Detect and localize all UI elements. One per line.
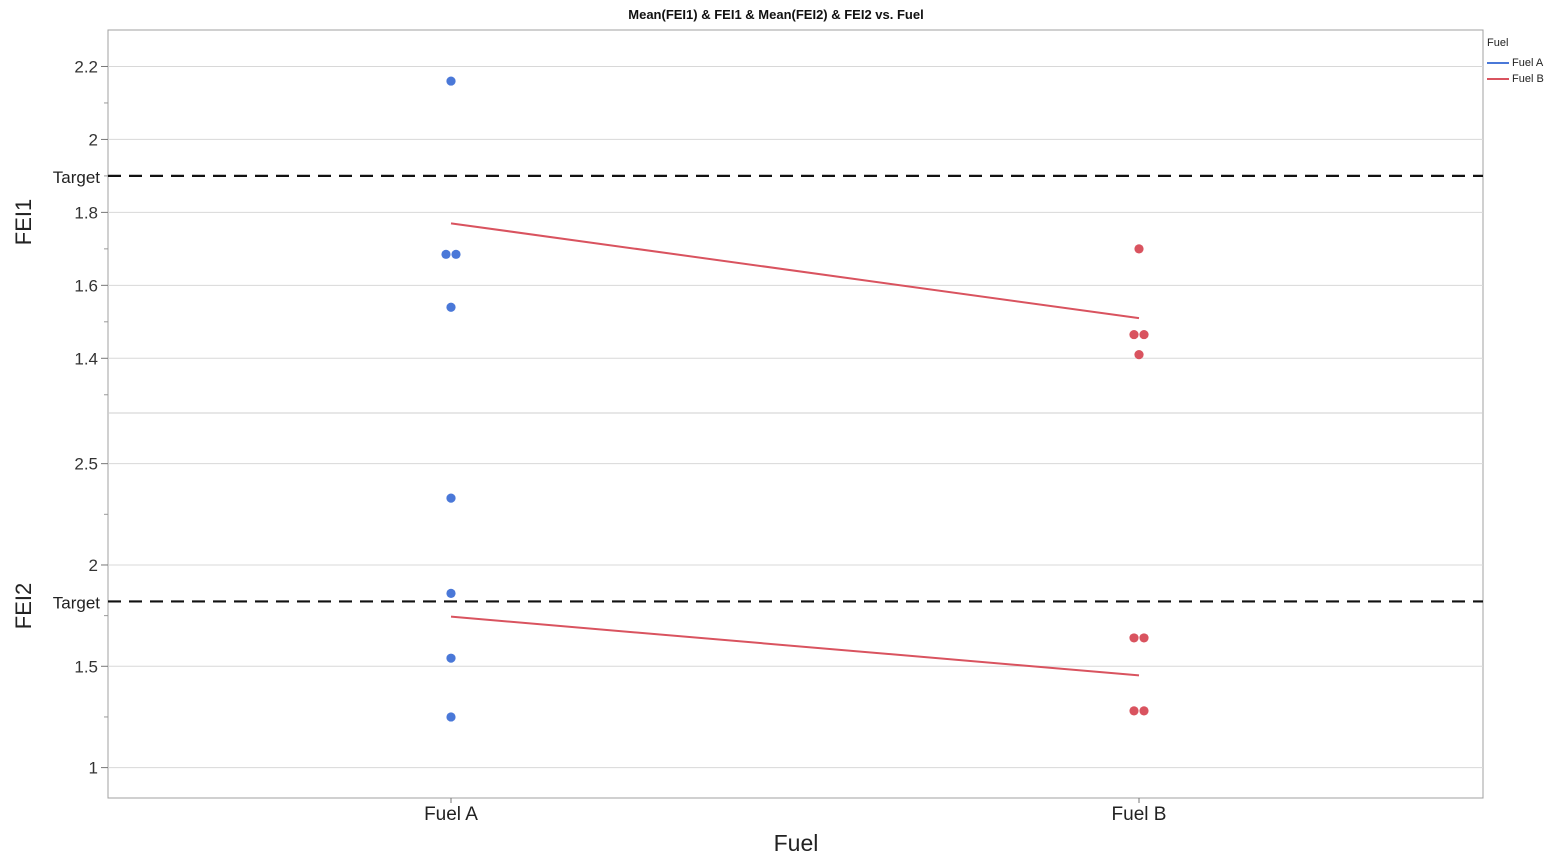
data-point — [446, 493, 456, 503]
grid-lines — [108, 65, 1483, 769]
data-points — [441, 76, 1149, 722]
data-point — [1134, 244, 1144, 254]
legend-item-fuel-a[interactable]: Fuel A — [1487, 55, 1544, 71]
mean-line — [450, 615, 1140, 677]
legend-title: Fuel — [1487, 37, 1509, 49]
y-tick-label: 1.8 — [74, 203, 98, 222]
x-tick-labels: Fuel A Fuel B — [424, 798, 1166, 825]
legend-item-fuel-b[interactable]: Fuel B — [1487, 71, 1544, 87]
legend-swatch — [1487, 62, 1509, 64]
x-tick-label: Fuel B — [1112, 804, 1167, 825]
data-point — [446, 653, 456, 663]
y-tick-label: 2 — [89, 556, 98, 575]
y-tick-label: 2 — [89, 130, 98, 149]
data-point — [446, 712, 456, 722]
mean-line — [450, 222, 1140, 320]
y-tick-labels: 1.4 1.6 1.8 2 2.2 1 1.5 2 2.5 — [74, 57, 108, 778]
plot-frame — [107, 29, 1484, 799]
data-point — [446, 302, 456, 312]
target-label: Target — [53, 168, 101, 187]
y-axis-label: FEI1 — [11, 199, 36, 245]
data-point — [446, 588, 456, 598]
legend: Fuel Fuel A Fuel B — [1487, 37, 1544, 87]
data-point — [1139, 329, 1149, 340]
data-point — [1129, 329, 1139, 340]
data-point — [446, 76, 456, 86]
y-tick-label: 1.5 — [74, 657, 98, 676]
target-label: Target — [53, 593, 101, 612]
legend-label: Fuel A — [1512, 57, 1544, 69]
y-axis-label: FEI2 — [11, 583, 36, 629]
y-tick-label: 1.6 — [74, 276, 98, 295]
mean-lines — [450, 222, 1140, 677]
x-axis-label: Fuel — [773, 830, 819, 856]
data-point — [1139, 706, 1149, 716]
data-point — [1129, 706, 1139, 716]
legend-swatch — [1487, 78, 1509, 80]
data-point — [441, 249, 451, 259]
y-tick-label: 2.2 — [74, 57, 98, 76]
y-tick-label: 1 — [89, 759, 98, 778]
y-axis-labels: FEI1 FEI2 — [11, 199, 36, 629]
target-lines: Target Target — [53, 168, 1483, 612]
y-tick-label: 2.5 — [74, 455, 98, 474]
data-point — [1129, 633, 1139, 643]
legend-label: Fuel B — [1512, 73, 1544, 85]
chart-title: Mean(FEI1) & FEI1 & Mean(FEI2) & FEI2 vs… — [628, 7, 924, 22]
data-point — [451, 249, 461, 259]
y-tick-label: 1.4 — [74, 349, 98, 368]
data-point — [1134, 350, 1144, 360]
data-point — [1139, 633, 1149, 643]
x-tick-label: Fuel A — [424, 804, 478, 825]
